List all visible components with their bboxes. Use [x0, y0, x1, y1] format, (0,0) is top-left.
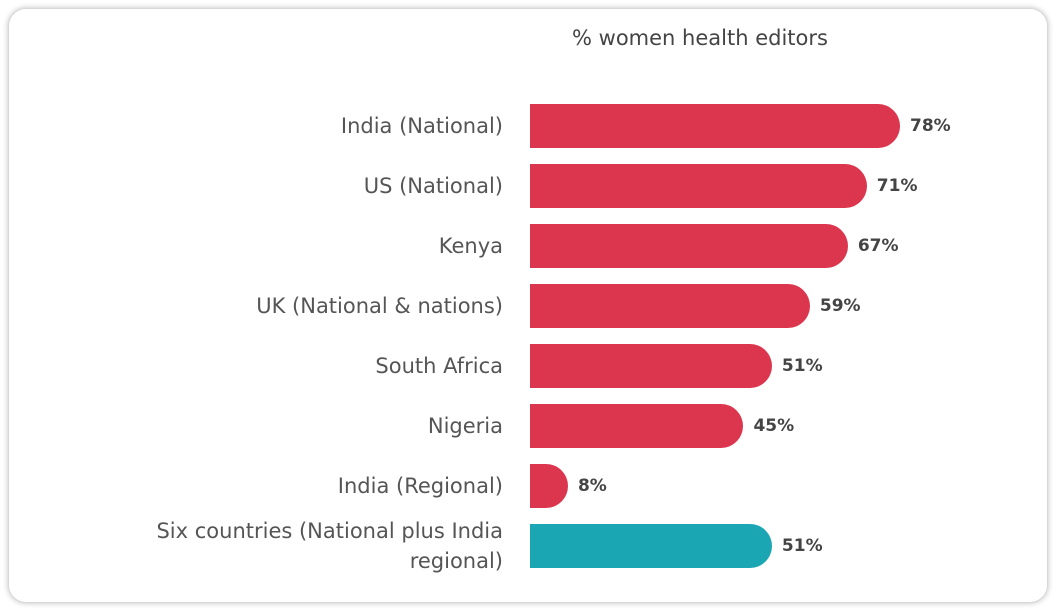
category-label: Nigeria — [427, 414, 503, 438]
category-label: UK (National & nations) — [256, 294, 503, 318]
bar — [530, 464, 568, 508]
bar — [530, 344, 772, 388]
value-label: 8% — [577, 476, 607, 496]
category-label: India (Regional) — [337, 474, 503, 498]
value-label: 78% — [910, 116, 951, 136]
value-label: 71% — [876, 176, 918, 196]
value-label: 51% — [781, 536, 823, 556]
chart-title: % women health editors — [572, 26, 828, 50]
category-label: Kenya — [438, 234, 503, 258]
bar — [530, 164, 867, 208]
category-label: Six countries (National plus India regio… — [156, 519, 503, 573]
category-label: South Africa — [375, 354, 503, 378]
value-label: 67% — [857, 236, 899, 256]
bar — [530, 224, 848, 268]
value-label: 59% — [819, 296, 861, 316]
bar — [530, 524, 772, 568]
value-label: 45% — [753, 416, 795, 436]
bar — [530, 104, 900, 148]
bar — [530, 284, 810, 328]
value-label: 51% — [781, 356, 823, 376]
category-label: US (National) — [363, 174, 503, 198]
category-label: India (National) — [340, 114, 503, 138]
bar — [530, 404, 744, 448]
